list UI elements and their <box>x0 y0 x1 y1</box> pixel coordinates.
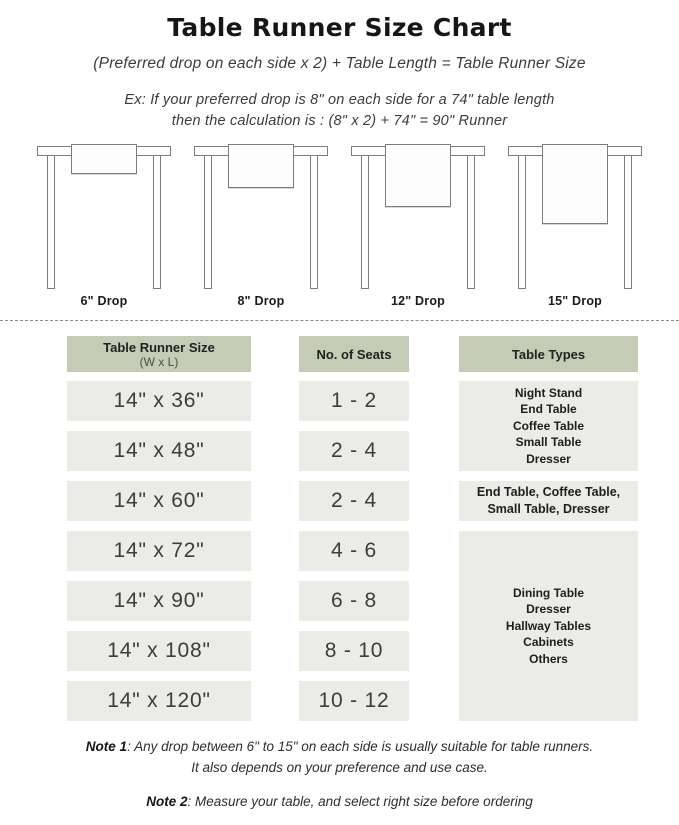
seats-cell: 1 - 2 <box>299 381 409 421</box>
table-type-line: Cabinets <box>523 635 574 650</box>
page-title: Table Runner Size Chart <box>167 13 512 42</box>
table-leg-right <box>624 152 632 289</box>
table-type-line: Others <box>529 651 568 666</box>
size-chart-table: Table Runner Size (W x L) 14" x 36" 14" … <box>0 336 679 721</box>
size-cell: 14" x 72" <box>67 531 251 571</box>
seats-cell: 8 - 10 <box>299 631 409 671</box>
size-cell: 14" x 120" <box>67 681 251 721</box>
seats-cell: 10 - 12 <box>299 681 409 721</box>
size-cell: 14" x 108" <box>67 631 251 671</box>
header-seats-title: No. of Seats <box>316 346 392 362</box>
example-text: Ex: If your preferred drop is 8" on each… <box>0 90 679 132</box>
table-leg-right <box>467 152 475 289</box>
runner-shape <box>385 144 451 207</box>
size-cell: 14" x 60" <box>67 481 251 521</box>
size-cell: 14" x 48" <box>67 431 251 471</box>
runner-shape <box>542 144 608 224</box>
seats-cell: 2 - 4 <box>299 481 409 521</box>
notes-section: Note 1: Any drop between 6" to 15" on ea… <box>0 736 679 809</box>
table-types-group-1: Night Stand End Table Coffee Table Small… <box>459 381 638 471</box>
table-diagram-12in: 12" Drop <box>342 138 494 316</box>
example-line-2: then the calculation is : (8" x 2) + 74"… <box>171 113 508 129</box>
size-cell: 14" x 36" <box>67 381 251 421</box>
table-leg-left <box>204 152 212 289</box>
table-type-line: Small Table <box>515 435 582 450</box>
column-seats: No. of Seats 1 - 2 2 - 4 2 - 4 4 - 6 6 -… <box>299 336 409 721</box>
note-1-text-2: It also depends on your preference and u… <box>191 760 488 775</box>
table-type-line: Coffee Table <box>512 418 585 433</box>
table-leg-left <box>518 152 526 289</box>
seats-cell: 2 - 4 <box>299 431 409 471</box>
header-seats: No. of Seats <box>299 336 409 372</box>
header-table-types-title: Table Types <box>511 346 586 362</box>
header-runner-size-sub: (W x L) <box>139 354 179 369</box>
header-table-types: Table Types <box>459 336 638 372</box>
table-type-line: Night Stand <box>514 385 583 400</box>
table-diagram-6in: 6" Drop <box>28 138 180 316</box>
drop-label: 8" Drop <box>237 294 285 308</box>
table-type-line: Hallway Tables <box>505 618 592 633</box>
size-cell: 14" x 90" <box>67 581 251 621</box>
table-type-line: End Table, Coffee Table, <box>476 485 621 499</box>
table-leg-left <box>47 152 55 289</box>
table-type-line: End Table <box>520 402 577 417</box>
runner-shape <box>228 144 294 188</box>
drop-label: 6" Drop <box>80 294 128 308</box>
column-table-types: Table Types Night Stand End Table Coffee… <box>459 336 638 721</box>
table-diagram-15in: 15" Drop <box>499 138 651 316</box>
column-runner-size: Table Runner Size (W x L) 14" x 36" 14" … <box>67 336 251 721</box>
runner-shape <box>71 144 137 174</box>
table-leg-right <box>310 152 318 289</box>
seats-cell: 6 - 8 <box>299 581 409 621</box>
dashed-divider <box>0 320 679 321</box>
note-1-text: : Any drop between 6" to 15" on each sid… <box>127 739 594 754</box>
drop-diagrams: 6" Drop 8" Drop 12" Drop 15" Drop <box>0 138 679 316</box>
note-1-label: Note 1 <box>85 739 128 754</box>
table-type-line: Small Table, Dresser <box>487 502 610 516</box>
note-2: Note 2: Measure your table, and select r… <box>0 794 679 809</box>
table-diagram-8in: 8" Drop <box>185 138 337 316</box>
drop-label: 12" Drop <box>390 294 446 308</box>
table-types-group-2: End Table, Coffee Table, Small Table, Dr… <box>459 481 638 521</box>
table-leg-right <box>153 152 161 289</box>
seats-cell: 4 - 6 <box>299 531 409 571</box>
example-line-1: Ex: If your preferred drop is 8" on each… <box>124 92 555 108</box>
table-type-line: Dresser <box>526 602 571 617</box>
table-type-line: Dresser <box>526 451 571 466</box>
note-1: Note 1: Any drop between 6" to 15" on ea… <box>0 736 679 778</box>
table-leg-left <box>361 152 369 289</box>
note-2-label: Note 2 <box>146 794 188 809</box>
header-runner-size: Table Runner Size (W x L) <box>67 336 251 372</box>
table-type-line: Dining Table <box>512 585 585 600</box>
drop-label: 15" Drop <box>547 294 603 308</box>
table-types-group-3: Dining Table Dresser Hallway Tables Cabi… <box>459 531 638 721</box>
note-2-text: : Measure your table, and select right s… <box>187 794 533 809</box>
formula-text: (Preferred drop on each side x 2) + Tabl… <box>93 55 586 72</box>
header-runner-size-title: Table Runner Size <box>103 339 215 355</box>
